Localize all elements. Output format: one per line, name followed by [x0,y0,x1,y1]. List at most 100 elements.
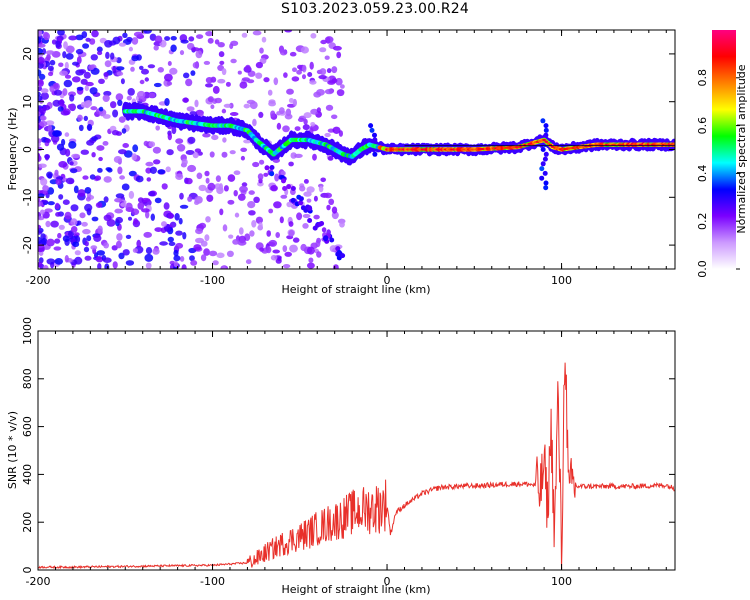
noise-blob [320,177,327,183]
noise-blob [90,106,98,111]
noise-blob [132,144,139,153]
snr-series-line [38,362,675,570]
noise-blob [58,62,64,68]
noise-blob [252,118,257,127]
noise-blob [62,235,70,243]
colorbar: 0.0 0.2 0.4 0.6 0.8 Normalized spectral ampl… [696,30,748,278]
noise-blob [68,35,78,41]
noise-blob [159,241,169,246]
noise-blob [306,186,315,193]
noise-blob [38,224,42,230]
noise-blob [179,192,184,200]
noise-blob [56,143,65,151]
noise-blob [64,211,72,220]
noise-blob [240,147,248,152]
noise-blob [144,253,154,262]
noise-blob [284,251,293,257]
noise-blob [110,101,117,109]
noise-blob [38,36,42,44]
noise-blob [205,77,213,84]
noise-blob [135,175,144,183]
noise-blob [75,48,84,55]
noise-blob [324,192,332,199]
noise-blob [294,126,301,131]
noise-blob [283,72,288,78]
snr-ylabel: SNR (10 * v/v) [6,411,19,489]
noise-blob [336,89,345,97]
noise-blob [223,103,232,108]
noise-blob [65,53,74,60]
noise-blob [38,236,42,244]
noise-blob [85,81,94,87]
noise-blob [38,138,42,144]
noise-blob [90,54,99,61]
noise-blob [157,67,164,73]
snr-ytick-label-0: 0 [21,567,34,574]
noise-blob [183,72,190,79]
noise-blob [261,36,267,43]
noise-blob [38,30,42,37]
noise-blob [310,33,317,39]
noise-blob [319,68,327,76]
noise-blob [93,234,102,242]
noise-blob [85,37,91,42]
noise-blob [115,240,122,249]
noise-blob [278,107,285,115]
noise-blob [77,114,83,122]
noise-blob [116,233,123,241]
noise-blob [284,113,293,120]
noise-blob [117,166,123,175]
noise-blob [186,106,195,112]
spike-blob [542,156,548,162]
noise-blob [210,104,215,109]
noise-blob [38,216,45,221]
noise-blob [307,262,315,269]
noise-blob [173,260,179,268]
noise-blob [313,195,318,202]
noise-blob [288,98,294,103]
noise-blob [306,246,315,255]
noise-blob [252,30,262,36]
noise-blob [279,216,284,224]
noise-blob [111,130,120,136]
noise-blob [59,70,68,76]
noise-blob [145,161,154,167]
noise-blob [51,39,57,45]
noise-blob [185,150,195,155]
spectrogram-ytick-label-3: 10 [21,95,34,109]
noise-blob [65,45,75,54]
noise-blob [141,208,150,213]
colorbar-bar [712,30,736,269]
noise-blob [228,234,234,239]
noise-blob [179,256,185,262]
noise-blob [102,94,110,103]
noise-blob [246,99,256,105]
noise-blob [194,200,200,205]
noise-blob [150,213,155,221]
noise-blob [237,240,247,246]
noise-blob [137,197,144,203]
noise-blob [152,248,160,255]
spectrogram-ytick-label-1: -10 [21,188,34,206]
noise-blob [217,78,226,84]
noise-blob [38,163,47,169]
noise-blob [96,46,103,53]
snr-xlabel: Height of straight line (km) [281,583,430,596]
noise-blob [153,159,161,165]
branch-blob [298,200,304,206]
noise-blob [62,51,67,59]
noise-blob [165,166,171,173]
noise-blob [219,208,224,216]
spike-blob [369,127,375,133]
noise-blob [173,255,181,262]
branch-blob [323,235,329,241]
noise-blob [148,191,156,197]
noise-blob [208,250,218,257]
noise-blob [300,243,307,252]
noise-blob [81,31,88,39]
noise-blob [112,36,121,45]
noise-blob [126,36,133,43]
noise-blob [292,237,300,243]
noise-blob [63,79,73,88]
